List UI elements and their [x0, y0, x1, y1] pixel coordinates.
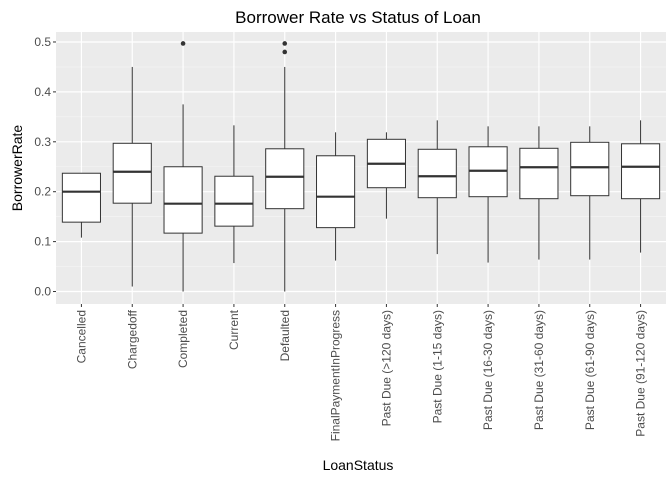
x-tick-label: Defaulted — [278, 310, 292, 361]
box-12 — [621, 120, 661, 253]
box-2 — [112, 66, 152, 287]
x-tick-label: Past Due (61-90 days) — [583, 310, 597, 430]
y-axis-ticks: 0.0 0.1 0.2 0.3 0.4 0.5 — [34, 35, 56, 299]
box-7 — [366, 132, 406, 219]
x-tick-label: Completed — [176, 310, 190, 368]
box-5 — [265, 41, 305, 292]
y-tick-label: 0.1 — [34, 235, 51, 249]
box-iqr — [316, 155, 356, 229]
box-iqr — [570, 141, 610, 197]
box-4 — [214, 125, 254, 264]
x-tick-label: Past Due (16-30 days) — [481, 310, 495, 430]
outlier-point — [282, 49, 288, 55]
x-tick-label: Past Due (31-60 days) — [532, 310, 546, 430]
x-tick-label: Current — [227, 309, 241, 350]
box-iqr — [265, 148, 305, 210]
x-tick-label: Past Due (>120 days) — [379, 310, 393, 426]
outlier-point — [180, 41, 186, 46]
box-iqr — [112, 142, 152, 204]
x-tick-label: FinalPaymentInProgress — [329, 310, 343, 441]
y-tick-label: 0.5 — [34, 35, 51, 49]
box-iqr — [417, 148, 457, 199]
x-axis-ticks: Cancelled Chargedoff Completed Current Defau… — [74, 304, 648, 441]
box-iqr — [61, 172, 101, 223]
box-iqr — [214, 175, 254, 227]
x-tick-label: Past Due (1-15 days) — [430, 310, 444, 423]
plot-panel — [56, 32, 666, 304]
box-iqr — [519, 147, 559, 200]
x-tick-label: Past Due (91-120 days) — [634, 310, 648, 437]
boxes — [61, 41, 661, 292]
chart-title: Borrower Rate vs Status of Loan — [235, 8, 481, 27]
box-iqr — [163, 166, 203, 234]
y-tick-label: 0.2 — [34, 185, 51, 199]
box-9 — [468, 126, 508, 263]
box-10 — [519, 126, 559, 260]
box-1 — [61, 172, 101, 238]
y-tick-label: 0.0 — [34, 285, 51, 299]
y-tick-label: 0.3 — [34, 135, 51, 149]
box-11 — [570, 126, 610, 260]
y-tick-label: 0.4 — [34, 85, 51, 99]
y-axis-title: BorrowerRate — [9, 125, 25, 212]
x-axis-title: LoanStatus — [323, 457, 394, 473]
box-6 — [316, 132, 356, 261]
box-8 — [417, 120, 457, 255]
x-tick-label: Chargedoff — [125, 309, 139, 369]
x-tick-label: Cancelled — [74, 310, 88, 363]
box-3 — [163, 41, 203, 292]
box-iqr — [621, 143, 661, 200]
outlier-point — [282, 41, 288, 46]
